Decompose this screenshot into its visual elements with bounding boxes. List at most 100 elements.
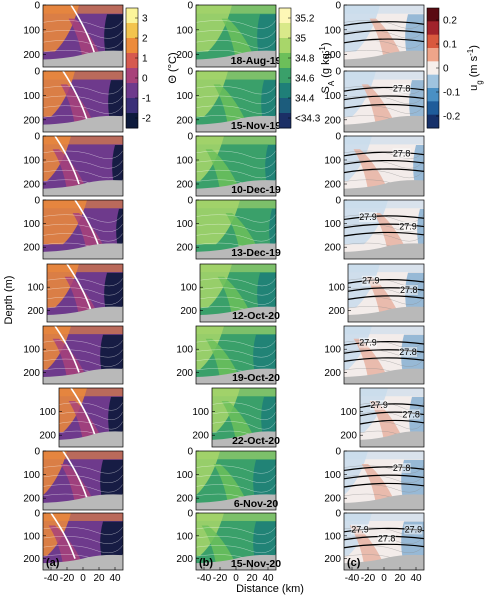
y-tick-label: 200 — [176, 50, 193, 61]
contour-label: 27.8 — [378, 534, 396, 544]
contour-line — [43, 483, 123, 493]
panel-frame — [42, 135, 124, 197]
field-band — [60, 84, 95, 126]
contour-label-bg — [377, 533, 396, 544]
section-date-label: 10-Dec-19 — [231, 184, 281, 196]
x-tick-label: -40 — [197, 573, 212, 584]
colorbar-swatch — [279, 53, 291, 69]
section-panel: 100 200 — [27, 263, 124, 323]
section-date-label: 18-Aug-19 — [231, 55, 282, 67]
panel-frame — [347, 263, 425, 323]
field-band — [43, 326, 71, 370]
x-tick-label: 20 — [93, 573, 105, 584]
section-panel: 100 200 27.9 27.8 — [328, 263, 425, 323]
contour-line — [43, 339, 123, 349]
colorbar-swatch — [126, 68, 138, 84]
surface-layer — [344, 200, 424, 209]
seafloor-bathymetry — [344, 115, 424, 132]
seafloor-bathymetry — [196, 115, 276, 132]
field-band — [43, 5, 79, 52]
y-tick-label: 0 — [335, 509, 341, 520]
contour-line — [344, 159, 424, 169]
contour-line — [212, 420, 276, 430]
y-tick-label: 100 — [23, 470, 40, 481]
y-tick-label: 0 — [34, 196, 40, 207]
contour-line — [196, 85, 276, 95]
panel-frame — [343, 70, 425, 133]
panel-frame — [42, 325, 124, 385]
y-tick-label: 200 — [23, 180, 40, 191]
panel-letter: (b) — [199, 557, 213, 569]
contour-label: 27.9 — [405, 524, 423, 534]
isotherm-contour — [74, 200, 100, 248]
section-panel: 100 200 — [180, 263, 277, 323]
panel-frame — [343, 135, 425, 197]
colorbar-tick-label: 34.4 — [295, 94, 315, 105]
section-panel: 0 100 200 27.9 27.9 — [324, 196, 425, 260]
colorbar-swatch — [126, 8, 138, 24]
contour-label: 27.9 — [362, 276, 380, 286]
contour-line — [43, 19, 123, 29]
contour-line — [212, 411, 276, 420]
colorbar-swatch — [427, 48, 439, 62]
field-band — [72, 212, 107, 254]
colorbar-tick-label: 35 — [295, 34, 307, 45]
isopycnal-contour — [344, 357, 424, 362]
colorbar-swatch — [279, 38, 291, 54]
surface-layer — [196, 71, 276, 80]
y-tick-label: 0 — [187, 132, 193, 143]
colorbar-tick-label: -0.1 — [443, 88, 461, 99]
field-band — [205, 149, 240, 190]
y-tick-label: 200 — [23, 554, 40, 565]
y-tick-label: 100 — [324, 25, 341, 36]
surface-layer — [196, 200, 276, 209]
y-tick-label: 200 — [340, 431, 357, 442]
colorbar-tick-label: 1 — [142, 54, 148, 65]
surface-layer — [43, 71, 123, 80]
section-date-label: 13-Dec-19 — [231, 247, 281, 259]
surface-layer — [47, 264, 123, 273]
x-tick-label: 40 — [262, 573, 274, 584]
contour-label: 27.9 — [370, 400, 388, 410]
contour-line — [43, 39, 123, 49]
section-panel: 0 100 200 — [23, 67, 124, 133]
section-panel: 100 200 — [176, 325, 277, 385]
colorbar-swatch — [126, 98, 138, 114]
section-panel: 100 200 27.9 27.8 — [340, 387, 425, 448]
isotherm-contour — [66, 264, 92, 311]
contour-line — [196, 169, 276, 179]
panel-frame — [42, 450, 124, 511]
y-tick-label: 200 — [324, 494, 341, 505]
contour-line — [43, 159, 123, 169]
contour-line — [43, 223, 123, 232]
y-tick-label: 0 — [34, 1, 40, 12]
colorbar-swatch — [279, 8, 291, 24]
isopycnal-contour — [360, 419, 424, 425]
contour-line — [196, 232, 276, 242]
x-tick-label: 20 — [246, 573, 258, 584]
field-band — [221, 18, 256, 61]
x-tick-label: 40 — [410, 573, 422, 584]
contour-label-bg — [399, 285, 418, 295]
x-tick-label: 0 — [381, 573, 387, 584]
y-tick-label: 100 — [23, 91, 40, 102]
isopycnal-contour — [360, 403, 424, 409]
seafloor-bathymetry — [344, 494, 424, 510]
surface-layer — [344, 136, 424, 145]
y-tick-label: 0 — [34, 132, 40, 143]
y-tick-label: 200 — [23, 115, 40, 126]
y-tick-label: 100 — [23, 219, 40, 230]
section-date-label: 12-Oct-20 — [232, 310, 280, 322]
y-tick-label: 100 — [39, 407, 56, 418]
field-band — [225, 212, 260, 254]
section-panel: 0 100 200 — [176, 447, 277, 511]
isopycnal-contour — [344, 95, 424, 101]
isopycnal-contour — [348, 279, 424, 284]
section-panel: 0 100 200 — [23, 447, 124, 511]
panel-frame — [195, 135, 277, 197]
y-tick-label: 200 — [23, 494, 40, 505]
section-row: 0 100 200 0 100 200 0 100 200 27.8 15-Nov-19 — [23, 67, 425, 133]
colorbar-tick-label: <34.3 — [295, 114, 321, 125]
contour-line — [43, 474, 123, 483]
field-band — [68, 18, 103, 61]
